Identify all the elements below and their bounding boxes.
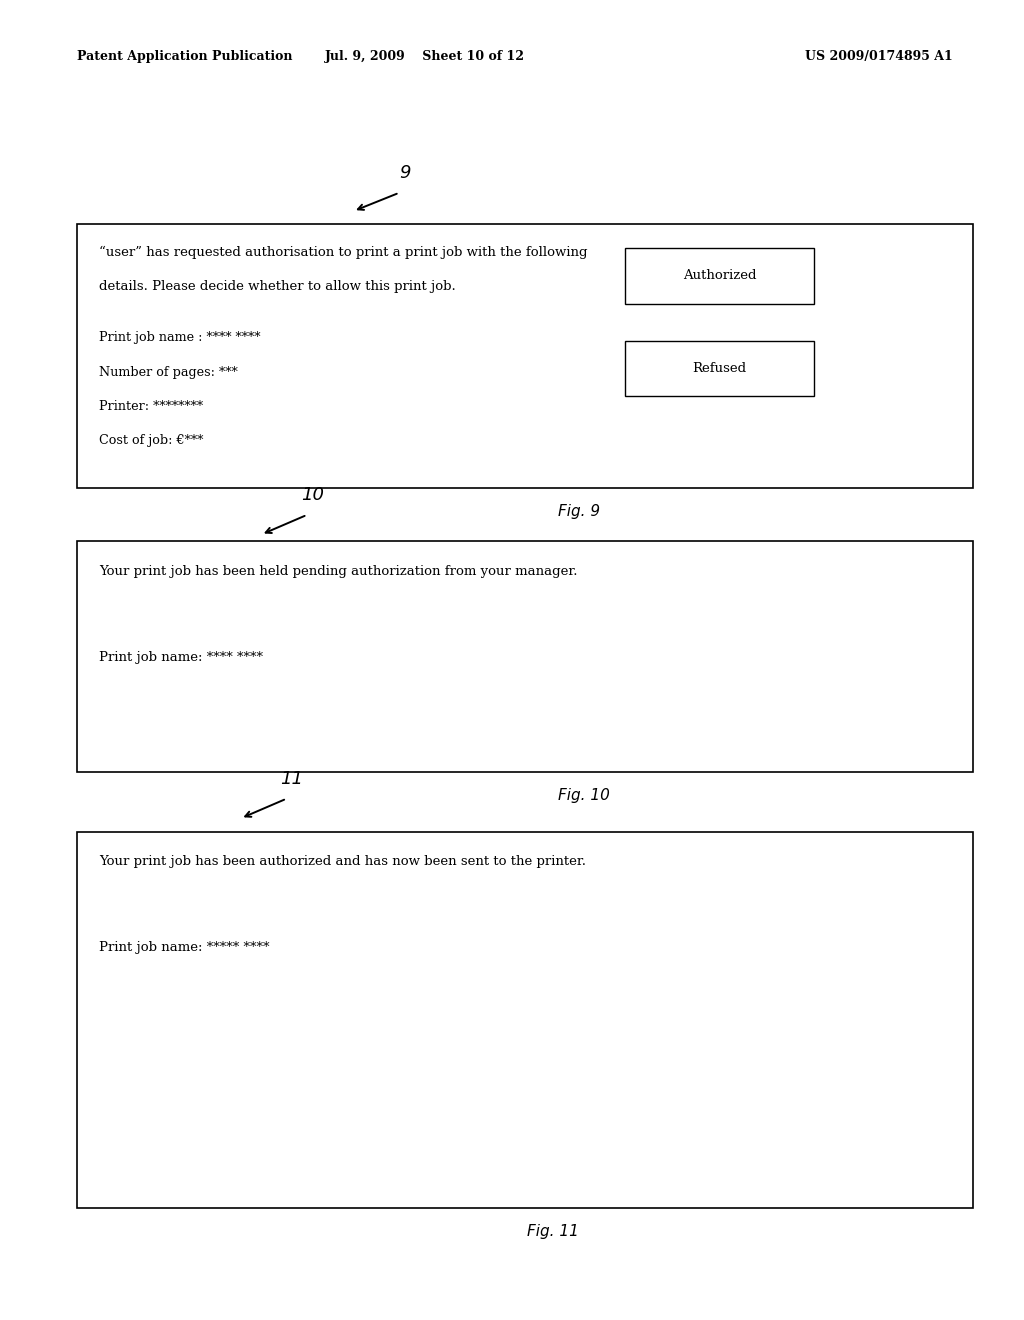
Text: Jul. 9, 2009    Sheet 10 of 12: Jul. 9, 2009 Sheet 10 of 12 [325,50,525,63]
Text: Printer: ********: Printer: ******** [99,400,204,413]
Text: details. Please decide whether to allow this print job.: details. Please decide whether to allow … [99,280,456,293]
Text: Print job name : **** ****: Print job name : **** **** [99,331,261,345]
Text: Fig. 9: Fig. 9 [558,504,600,519]
Text: Fig. 11: Fig. 11 [527,1224,580,1238]
Text: Number of pages: ***: Number of pages: *** [99,366,238,379]
Text: Refused: Refused [692,362,746,375]
Text: “user” has requested authorisation to print a print job with the following: “user” has requested authorisation to pr… [99,246,588,259]
Text: 10: 10 [301,486,324,504]
Text: 9: 9 [398,164,411,182]
Text: Fig. 10: Fig. 10 [558,788,610,803]
Text: Your print job has been held pending authorization from your manager.: Your print job has been held pending aut… [99,565,578,578]
Text: Patent Application Publication: Patent Application Publication [77,50,292,63]
Bar [77,832,973,1208]
Text: 11: 11 [281,770,303,788]
Text: Cost of job: €***: Cost of job: €*** [99,434,204,447]
Text: Print job name: ***** ****: Print job name: ***** **** [99,941,270,954]
Text: Authorized: Authorized [683,269,756,282]
Bar [625,341,814,396]
Text: Your print job has been authorized and has now been sent to the printer.: Your print job has been authorized and h… [99,855,587,869]
Bar [77,541,973,772]
Bar [625,248,814,304]
Text: Print job name: **** ****: Print job name: **** **** [99,651,263,664]
Bar [77,224,973,488]
Text: US 2009/0174895 A1: US 2009/0174895 A1 [805,50,952,63]
